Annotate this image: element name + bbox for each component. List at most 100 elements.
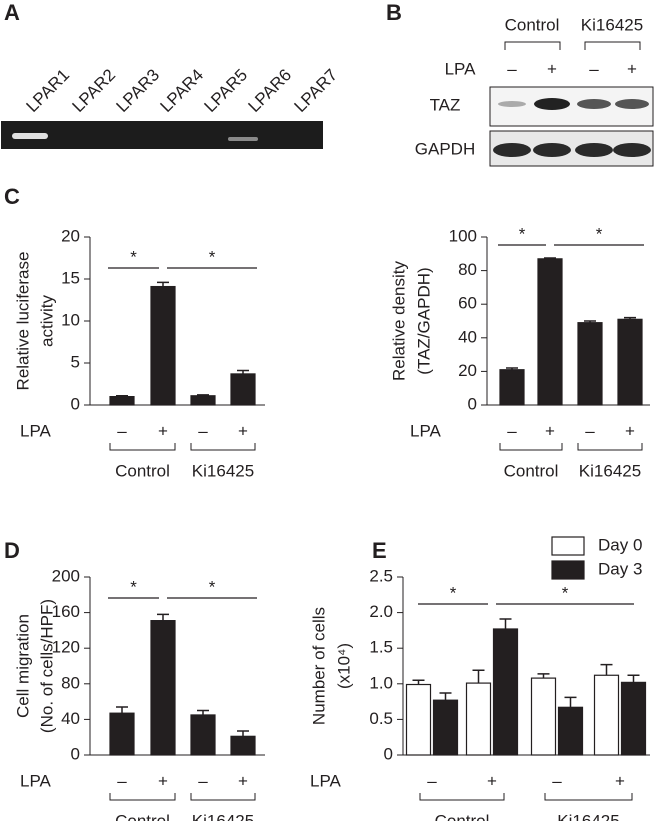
y-tick-label: 40 <box>61 709 80 728</box>
lane-label: LPAR2 <box>69 65 120 116</box>
error-bar <box>600 663 613 676</box>
legend-swatch <box>551 560 585 580</box>
error-bar <box>627 674 640 683</box>
significance-label: * <box>130 247 137 266</box>
x-tick-label: + <box>625 421 635 440</box>
error-bar <box>624 316 636 320</box>
error-bar <box>237 730 249 737</box>
bar <box>499 369 525 406</box>
error-bar <box>506 367 518 370</box>
error-bar <box>197 709 209 715</box>
x-tick-label: – <box>198 771 208 790</box>
x-tick-label: + <box>487 771 497 790</box>
lane-label: LPAR1 <box>23 65 74 116</box>
y-tick-label: 1.0 <box>369 673 393 692</box>
lpa-sign: – <box>589 59 599 78</box>
bar <box>537 258 563 406</box>
bar <box>190 714 216 756</box>
y-axis-label: (x10⁴) <box>334 643 353 689</box>
error-bar <box>584 320 596 323</box>
x-tick-label: – <box>198 421 208 440</box>
y-tick-label: 0 <box>468 394 477 413</box>
lane-label: LPAR5 <box>201 65 252 116</box>
gel-band <box>12 133 48 139</box>
group-bracket <box>544 793 633 801</box>
error-bar <box>197 394 209 396</box>
panel-label: D <box>4 538 20 563</box>
lpa-sign: – <box>507 59 517 78</box>
error-bar <box>157 281 169 287</box>
x-tick-label: + <box>545 421 555 440</box>
lane-label: LPAR6 <box>245 65 296 116</box>
y-tick-label: 10 <box>61 310 80 329</box>
x-tick-label: + <box>158 421 168 440</box>
y-tick-label: 2.5 <box>369 566 393 585</box>
y-tick-label: 80 <box>458 260 477 279</box>
significance-label: * <box>209 247 216 266</box>
blot-band <box>493 143 531 157</box>
y-tick-label: 2.0 <box>369 602 393 621</box>
bar <box>230 373 256 406</box>
category-axis-label: LPA <box>310 771 342 790</box>
bar <box>620 681 647 756</box>
y-axis-label: (TAZ/GAPDH) <box>414 267 433 374</box>
panel-label: C <box>4 184 20 209</box>
bar <box>557 706 584 756</box>
bar <box>432 699 459 756</box>
error-bar <box>116 395 128 397</box>
group-bracket <box>419 793 505 801</box>
row-label: TAZ <box>430 95 461 114</box>
group-label: Ki16425 <box>579 461 641 480</box>
y-tick-label: 1.5 <box>369 638 393 657</box>
y-tick-label: 60 <box>458 294 477 313</box>
group-label: Control <box>115 461 170 480</box>
group-bracket <box>504 41 641 50</box>
legend-label: Day 0 <box>598 535 642 554</box>
bar <box>190 395 216 406</box>
legend-swatch <box>551 536 585 556</box>
y-tick-label: 40 <box>458 327 477 346</box>
x-tick-label: + <box>238 421 248 440</box>
y-axis-label: Number of cells <box>309 607 328 725</box>
panel-label: B <box>386 0 402 25</box>
bar <box>230 735 256 756</box>
gel <box>1 121 323 149</box>
category-axis-label: LPA <box>410 421 442 440</box>
blot-band <box>613 143 651 157</box>
error-bar <box>564 696 577 708</box>
y-tick-label: 15 <box>61 268 80 287</box>
significance-label: * <box>450 583 457 602</box>
bar <box>492 628 519 756</box>
y-tick-label: 0 <box>71 744 80 763</box>
y-tick-label: 120 <box>52 638 80 657</box>
group-bracket <box>499 443 563 451</box>
group-bracket <box>190 793 256 801</box>
significance-label: * <box>130 577 137 596</box>
y-tick-label: 160 <box>52 602 80 621</box>
error-bar <box>157 613 169 621</box>
y-axis-label: Relative luciferase <box>13 252 32 391</box>
y-tick-label: 100 <box>449 226 477 245</box>
blot-band <box>498 101 526 107</box>
bar <box>150 285 176 406</box>
bar <box>593 674 620 756</box>
legend-label: Day 3 <box>598 559 642 578</box>
y-tick-label: 0 <box>384 744 393 763</box>
group-bracket <box>109 793 176 801</box>
bar <box>617 318 643 406</box>
gel-band <box>228 137 258 141</box>
blot-band <box>534 98 570 110</box>
x-tick-label: – <box>585 421 595 440</box>
bar <box>465 682 492 756</box>
error-bar <box>439 692 452 701</box>
bar <box>530 677 557 756</box>
bar <box>109 396 135 406</box>
lane-label: LPAR4 <box>157 65 208 116</box>
x-tick-label: – <box>427 771 437 790</box>
significance-label: * <box>562 583 569 602</box>
y-axis-label: (No. of cells/HPF) <box>37 599 56 733</box>
bar <box>150 620 176 756</box>
bar <box>405 683 432 756</box>
panel-label: A <box>4 0 20 25</box>
